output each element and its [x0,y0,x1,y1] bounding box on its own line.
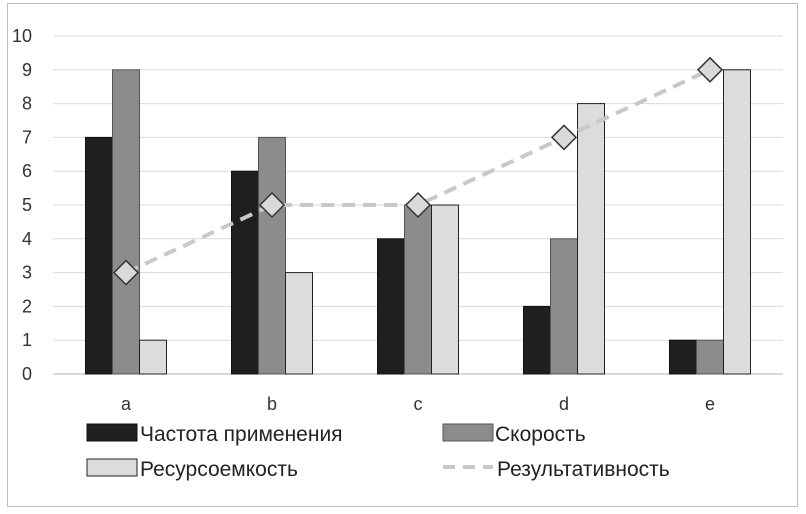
y-tick-label-3: 3 [22,263,32,283]
bar-s2-d [577,103,605,375]
legend-item-effectiveness: Результативность [443,458,670,481]
y-tick-label-1: 1 [22,330,32,350]
y-tick-label-9: 9 [22,60,32,80]
bar-s1-b [258,136,286,375]
y-tick-label-7: 7 [22,127,32,147]
legend-swatch-frequency [86,423,138,442]
y-tick-label-5: 5 [22,195,32,215]
y-tick-label-8: 8 [22,94,32,114]
bar-s1-e [696,339,724,375]
legend-label-resource: Ресурсоемкость [140,458,298,481]
y-tick-label-4: 4 [22,229,32,249]
line-marker-d [550,124,578,151]
bar-s1-d [550,238,578,375]
line-marker-c [404,191,432,219]
bar-s0-e [669,339,697,375]
line-marker-b [258,191,286,219]
legend: Частота применения Скорость Ресурсоемкос… [86,423,670,481]
bar-s2-e [723,69,751,375]
bar-s0-b [231,170,259,375]
legend-swatch-resource [86,458,138,477]
y-tick-label-10: 10 [12,26,32,46]
x-axis-tick-labels: a b c d e [121,394,715,414]
legend-swatch-speed [442,423,494,442]
x-tick-label-e: e [705,394,715,414]
bar-s0-a [85,136,113,375]
legend-label-frequency: Частота применения [140,423,343,446]
legend-item-speed: Скорость [442,423,586,446]
x-tick-label-c: c [414,394,423,414]
gridlines [53,35,783,375]
bar-s2-c [431,204,459,375]
bars [85,69,751,375]
line-marker-e [696,56,724,83]
x-tick-label-a: a [121,394,132,414]
y-axis-tick-labels: 0 1 2 3 4 5 6 7 8 9 10 [12,26,32,384]
x-tick-label-d: d [559,394,569,414]
line-series [112,56,724,286]
bar-s2-b [285,272,313,375]
y-tick-label-6: 6 [22,161,32,181]
line-marker-a [112,259,140,286]
bar-s1-a [112,69,140,375]
y-tick-label-2: 2 [22,296,32,316]
legend-label-speed: Скорость [495,423,586,446]
legend-item-frequency: Частота применения [86,423,343,446]
y-tick-label-0: 0 [22,364,32,384]
bar-s2-a [139,339,167,375]
legend-label-effectiveness: Результативность [497,458,670,481]
bar-s0-d [523,305,551,375]
bar-s1-c [404,204,432,375]
bar-s0-c [377,238,405,375]
x-tick-label-b: b [267,394,277,414]
legend-item-resource: Ресурсоемкость [86,458,298,481]
